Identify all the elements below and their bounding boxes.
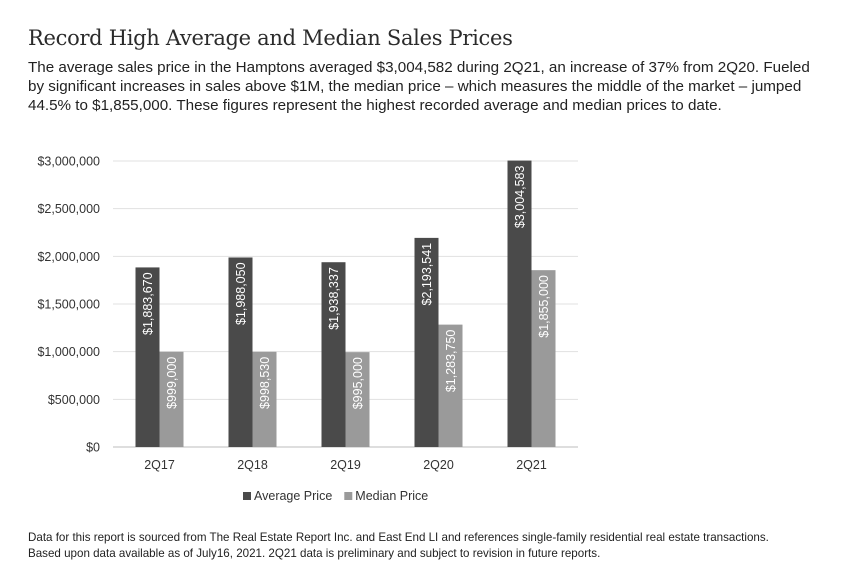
sales-price-bar-chart: $0 $500,000 $1,000,000 $1,500,000 $2,000,000…: [37, 155, 578, 503]
x-tick-label: 2Q19: [330, 458, 361, 472]
x-tick-label: 2Q20: [423, 458, 454, 472]
chart-bars: $1,883,670 $999,000 $1,988,050 $998,530 $1,9…: [135, 160, 556, 447]
bar-value-label: $1,883,670: [141, 272, 155, 335]
page-title: Record High Average and Median Sales Pri…: [28, 26, 513, 50]
bar-value-label: $3,004,583: [513, 166, 527, 229]
x-tick-label: 2Q17: [144, 458, 175, 472]
source-footnote: Data for this report is sourced from The…: [28, 530, 843, 562]
bar-value-label: $995,000: [351, 357, 365, 409]
x-tick-label: 2Q18: [237, 458, 268, 472]
y-tick-label: $2,500,000: [37, 202, 100, 216]
median-price-bar: [438, 324, 463, 447]
footnote-line-1: Data for this report is sourced from The…: [28, 531, 769, 544]
footnote-line-2: Based upon data available as of July16, …: [28, 547, 601, 560]
average-price-bar: [321, 262, 346, 447]
legend-swatch-median: [344, 492, 353, 500]
bar-value-label: $1,283,750: [444, 330, 458, 393]
y-tick-label: $0: [86, 441, 100, 455]
average-price-bar: [507, 160, 532, 447]
x-axis-tick-labels: 2Q17 2Q18 2Q19 2Q20 2Q21: [144, 458, 547, 472]
y-tick-label: $3,000,000: [37, 155, 100, 169]
bar-value-label: $2,193,541: [420, 243, 434, 306]
intro-paragraph: The average sales price in the Hamptons …: [28, 59, 810, 114]
x-tick-label: 2Q21: [516, 458, 547, 472]
median-price-bar: [252, 351, 277, 447]
y-axis-tick-labels: $0 $500,000 $1,000,000 $1,500,000 $2,000,000…: [37, 155, 100, 455]
median-price-bar: [345, 352, 370, 447]
bar-value-label: $999,000: [165, 357, 179, 409]
bar-value-label: $1,855,000: [537, 275, 551, 338]
legend-swatch-average: [243, 492, 251, 500]
median-price-bar: [159, 351, 184, 447]
bar-value-label: $998,530: [258, 357, 272, 409]
legend-label-median: Median Price: [355, 489, 428, 503]
y-tick-label: $500,000: [48, 393, 100, 407]
y-tick-label: $1,500,000: [37, 298, 100, 312]
average-price-bar: [228, 257, 253, 447]
average-price-bar: [414, 237, 439, 447]
legend-label-average: Average Price: [254, 489, 332, 503]
average-price-bar: [135, 267, 160, 447]
chart-legend: Average Price Median Price: [243, 489, 428, 503]
bar-value-label: $1,938,337: [327, 267, 341, 330]
y-tick-label: $2,000,000: [37, 250, 100, 264]
y-tick-label: $1,000,000: [37, 345, 100, 359]
bar-value-label: $1,988,050: [234, 262, 248, 325]
median-price-bar: [531, 270, 556, 447]
